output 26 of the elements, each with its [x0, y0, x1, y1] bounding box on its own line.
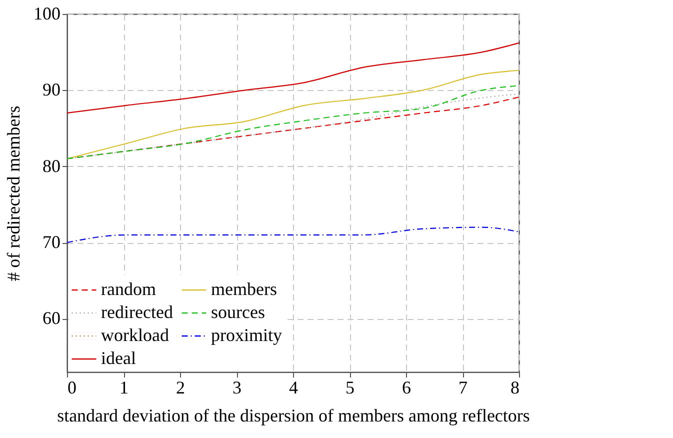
line-series: [66, 42, 520, 114]
legend-label: workload: [101, 325, 169, 345]
y-tick-label: 70: [42, 232, 60, 252]
line-series: [66, 70, 520, 160]
line-series: [66, 226, 520, 244]
x-tick-label: 1: [120, 378, 128, 398]
legend-label: sources: [211, 302, 265, 322]
legend-label: members: [211, 279, 277, 299]
y-tick-label: 80: [42, 156, 60, 176]
x-tick-label: 8: [510, 378, 520, 398]
legend-label: redirected: [101, 302, 173, 322]
x-tick-label: 7: [458, 378, 468, 398]
y-tick-label: 60: [42, 308, 60, 328]
legend-label: ideal: [101, 348, 136, 368]
x-tick-label: 0: [68, 378, 76, 398]
x-tick-label: 2: [176, 378, 185, 398]
y-tick-label: 100: [34, 4, 60, 24]
y-tick-label: 90: [42, 80, 60, 100]
legend-label: random: [101, 279, 156, 299]
x-tick-label: 5: [346, 378, 354, 398]
x-tick-label: 3: [232, 378, 242, 398]
x-axis-title: standard deviation of the dispersion of members among reflectors: [57, 406, 530, 426]
y-axis-title: # of redirected members: [4, 106, 24, 282]
x-tick-label: 6: [402, 378, 411, 398]
legend-label: proximity: [211, 325, 282, 345]
x-tick-label: 4: [289, 378, 298, 398]
